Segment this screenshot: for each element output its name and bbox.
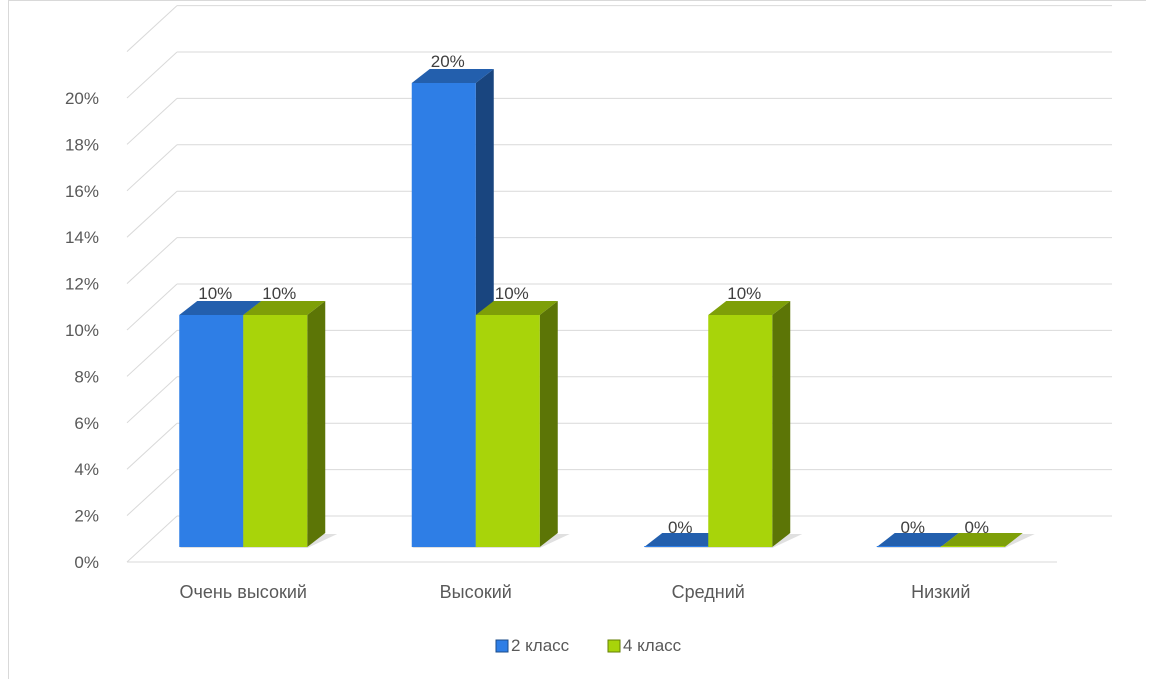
data-label: 10%: [495, 284, 529, 303]
legend-swatch: [495, 639, 509, 653]
y-tick-label: 14%: [65, 228, 99, 247]
bar-top: [708, 301, 791, 315]
bar-top: [940, 533, 1023, 547]
gridline-diagonal: [126, 376, 178, 424]
chart-area: 0% 2% 4% 6% 8% 10% 12% 14% 16% 18% 20% Очень высоки…: [8, 0, 1146, 679]
gridline-diagonal: [126, 330, 178, 377]
bar-side: [307, 301, 326, 547]
gridline-diagonal: [126, 5, 178, 52]
bar-side: [539, 301, 558, 547]
gridline-diagonal: [126, 237, 178, 284]
bar-top: [475, 301, 558, 315]
y-tick-label: 20%: [65, 89, 99, 108]
gridline-diagonal: [126, 422, 178, 470]
bar: [411, 83, 476, 547]
bar: [179, 315, 244, 547]
data-label: 0%: [900, 518, 925, 537]
bar: [475, 315, 540, 547]
bar-top: [179, 301, 262, 315]
category-label: Низкий: [911, 582, 970, 602]
y-tick-label: 18%: [65, 135, 99, 154]
bar: [644, 546, 709, 547]
legend-label: 4 класс: [623, 636, 682, 655]
bar-top: [243, 301, 326, 315]
y-tick-label: 4%: [74, 460, 99, 479]
bar-top: [644, 533, 727, 547]
gridline-diagonal: [126, 283, 178, 331]
gridline-diagonal: [126, 51, 178, 99]
category-label: Высокий: [440, 582, 512, 602]
data-label: 20%: [431, 52, 465, 71]
bar: [243, 315, 308, 547]
gridline-diagonal: [126, 144, 178, 192]
gridline-diagonal: [126, 469, 178, 516]
legend-swatch: [607, 639, 621, 653]
gridline-diagonal: [126, 190, 178, 238]
y-tick-label: 8%: [74, 367, 99, 386]
gridline-diagonal: [126, 515, 178, 563]
bar: [940, 546, 1005, 547]
y-tick-label: 16%: [65, 182, 99, 201]
y-tick-label: 12%: [65, 275, 99, 294]
category-label: Очень высокий: [180, 582, 307, 602]
gridline-diagonal: [126, 98, 178, 145]
bar-top: [411, 69, 494, 83]
category-label: Средний: [672, 582, 745, 602]
data-label: 10%: [727, 284, 761, 303]
bar-side: [772, 301, 791, 547]
data-label: 10%: [198, 284, 232, 303]
bar: [708, 315, 773, 547]
bar: [876, 546, 941, 547]
y-tick-label: 2%: [74, 507, 99, 526]
y-tick-label: 6%: [74, 414, 99, 433]
bar-top: [876, 533, 959, 547]
y-tick-label: 0%: [74, 553, 99, 572]
data-label: 10%: [262, 284, 296, 303]
data-label: 0%: [668, 518, 693, 537]
legend-label: 2 класс: [511, 636, 570, 655]
bar-chart: 0% 2% 4% 6% 8% 10% 12% 14% 16% 18% 20% Очень высоки…: [65, 5, 1112, 655]
y-tick-label: 10%: [65, 321, 99, 340]
data-label: 0%: [964, 518, 989, 537]
